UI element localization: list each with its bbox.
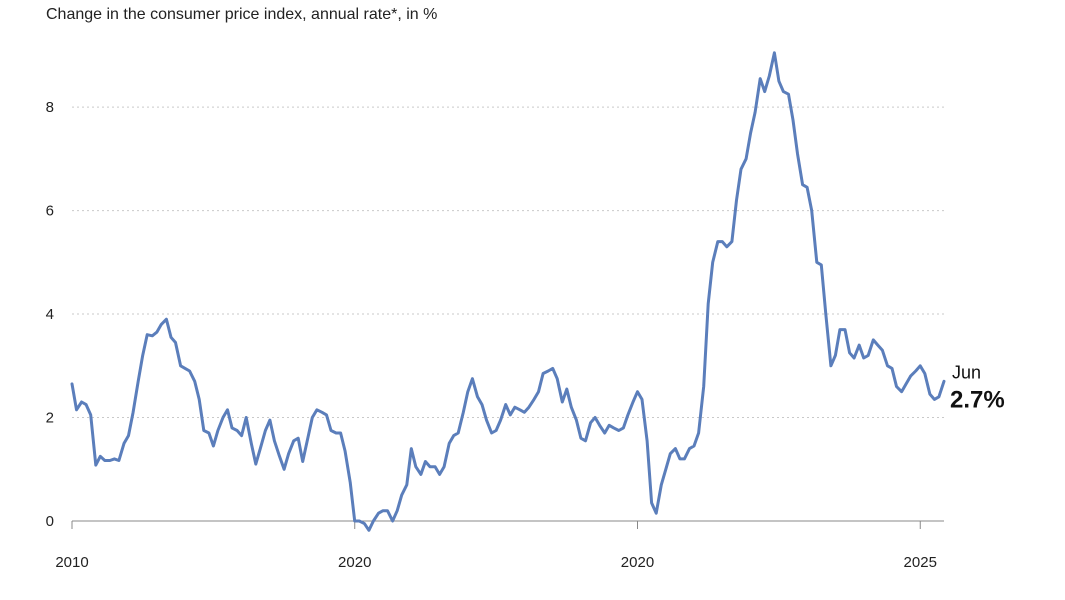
gridlines <box>72 106 944 419</box>
y-tick-label-4: 4 <box>46 306 54 323</box>
x-axis: 2010 2020 2020 2025 <box>55 520 944 571</box>
end-label-month: Jun <box>952 362 981 382</box>
y-tick-label-0: 0 <box>46 513 54 530</box>
end-label-value: 2.7% <box>950 386 1005 413</box>
y-axis: 0 2 4 6 8 <box>46 99 54 530</box>
y-tick-label-6: 6 <box>46 203 54 220</box>
series-line-0 <box>70 51 946 532</box>
x-tick-label-1: 2020 <box>338 554 371 571</box>
plot-area <box>70 51 946 532</box>
end-label: Jun 2.7% <box>950 362 1005 413</box>
y-tick-label-2: 2 <box>46 409 54 426</box>
y-tick-label-8: 8 <box>46 99 54 116</box>
x-tick-label-0: 2010 <box>55 554 88 571</box>
x-tick-label-3: 2025 <box>904 554 937 571</box>
chart-subtitle: Change in the consumer price index, annu… <box>46 6 438 23</box>
x-tick-label-2: 2020 <box>621 554 654 571</box>
